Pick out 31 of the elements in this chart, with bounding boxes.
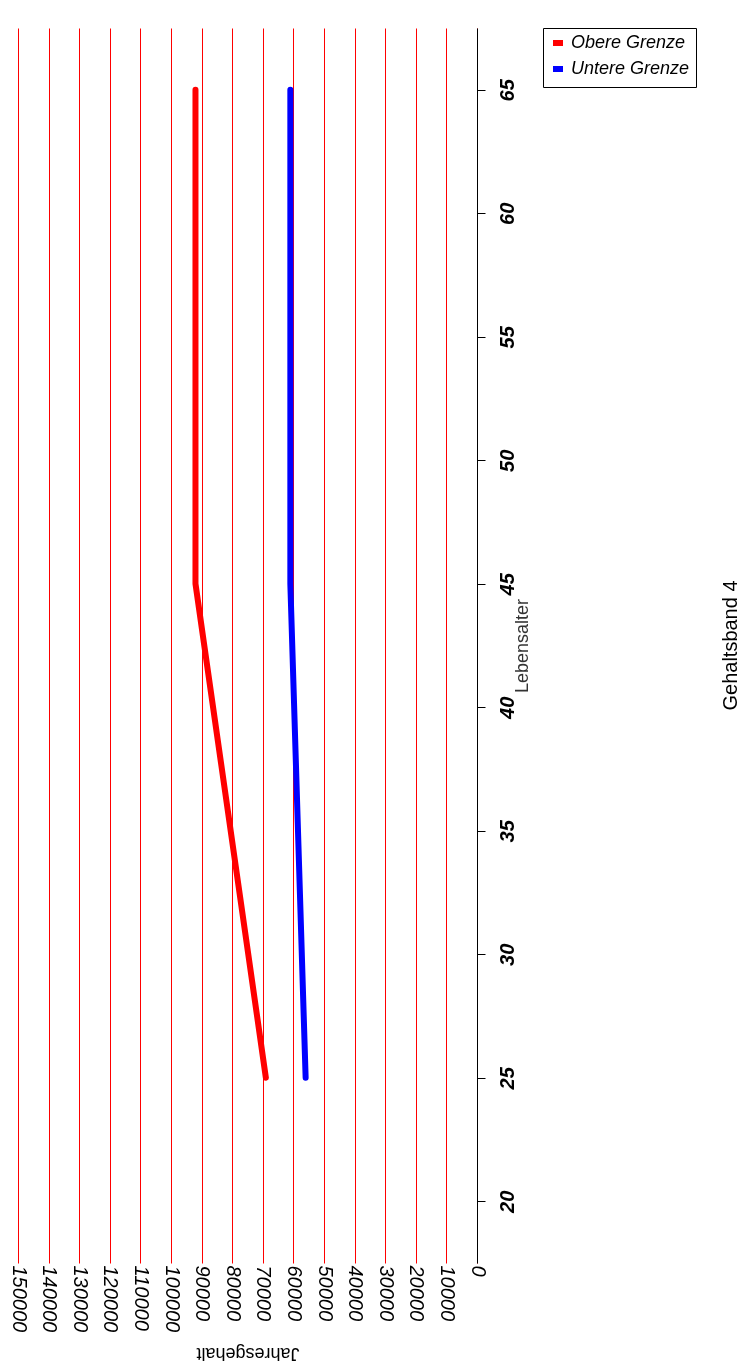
x-tick-label: 20000 [406,1264,429,1322]
x-tick-label: 10000 [436,1265,459,1322]
y-axis-title: Lebensalter [511,598,532,694]
y-tick-label: 20 [495,1190,518,1214]
x-tick-label: 100000 [161,1265,184,1333]
x-tick-label: 40000 [345,1265,368,1322]
y-tick-label: 40 [495,696,518,720]
y-tick-label: 60 [495,202,518,225]
x-tick-label: 0 [467,1265,490,1277]
x-tick-label: 50000 [314,1265,337,1322]
x-tick-label: 90000 [192,1265,215,1322]
x-tick-label: 140000 [39,1265,62,1333]
x-tick-label: 150000 [8,1265,31,1333]
y-tick-label: 25 [495,1066,518,1091]
x-tick-label: 30000 [375,1265,398,1322]
text: Gehaltsband 4 [718,580,741,711]
y-tick-label: 30 [495,943,518,966]
legend-label: Untere Grenze [571,58,690,78]
x-axis-title: Jahresgehalt [196,1344,300,1365]
x-tick-label: 130000 [69,1265,92,1333]
x-tick-label: 60000 [283,1265,306,1322]
x-tick-label: 80000 [222,1265,245,1322]
x-tick-label: 70000 [253,1265,276,1322]
y-tick-label: 55 [495,325,518,349]
y-tick-label: 45 [495,572,518,597]
y-tick-label: 35 [495,819,518,843]
x-tick-label: 120000 [100,1265,123,1333]
y-tick-label: 65 [495,78,518,102]
legend-label: Obere Grenze [571,32,686,52]
y-tick-label: 50 [495,449,518,472]
x-tick-label: 110000 [130,1265,153,1331]
